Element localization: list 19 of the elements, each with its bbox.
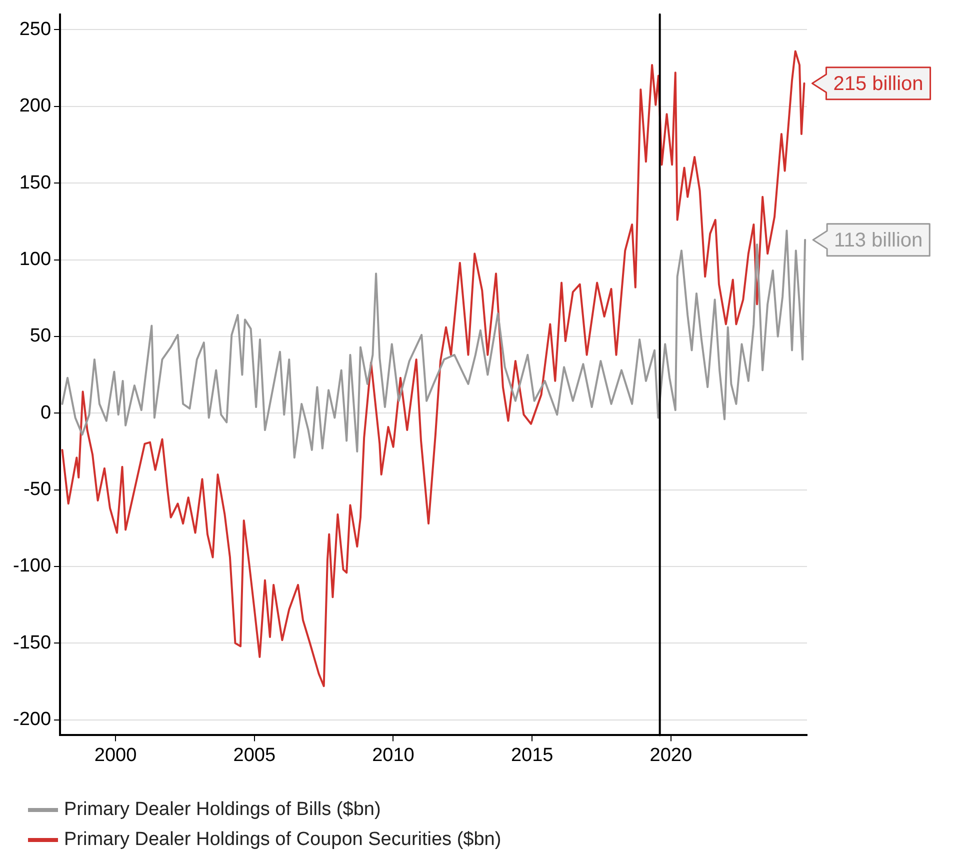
- x-tick-label: 2005: [233, 744, 276, 766]
- annotation: 215 billion: [833, 72, 924, 95]
- annotation: 113 billion: [834, 229, 923, 252]
- y-tick-label: 200: [19, 96, 52, 117]
- x-tick-label: 2020: [650, 744, 692, 766]
- legend-label: Primary Dealer Holdings of Bills ($bn): [64, 799, 381, 821]
- y-tick-label: 0: [40, 402, 52, 424]
- y-tick-label: 50: [30, 326, 52, 347]
- y-tick-label: -50: [24, 479, 52, 500]
- x-tick-label: 2000: [94, 744, 137, 766]
- y-tick-label: -150: [12, 632, 52, 654]
- y-tick-label: 250: [19, 18, 52, 40]
- x-tick-label: 2010: [372, 744, 414, 766]
- y-tick-label: 150: [19, 172, 52, 194]
- y-tick-label: -100: [12, 556, 52, 577]
- x-tick-label: 2015: [510, 744, 554, 766]
- y-tick-label: 100: [19, 249, 52, 270]
- y-tick-label: -200: [12, 709, 52, 730]
- legend-label: Primary Dealer Holdings of Coupon Securities ($bn): [64, 829, 502, 851]
